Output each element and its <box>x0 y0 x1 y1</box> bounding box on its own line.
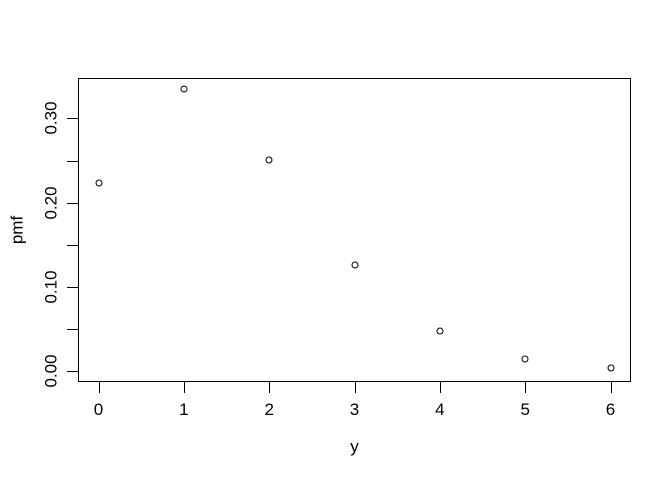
y-axis-tick <box>67 328 78 330</box>
data-point <box>95 179 102 187</box>
y-axis-tick <box>67 286 78 288</box>
data-point <box>436 327 444 335</box>
x-axis-tick <box>354 382 356 393</box>
x-axis-tick <box>269 382 271 393</box>
data-point <box>521 355 529 363</box>
y-axis-tick <box>67 160 78 162</box>
y-axis-tick-label: 0.10 <box>41 270 61 304</box>
x-axis-tick-label: 5 <box>520 400 530 419</box>
x-axis-tick <box>439 382 441 393</box>
plot-area <box>78 78 631 382</box>
data-point <box>607 364 614 372</box>
x-axis-tick <box>183 382 185 393</box>
x-axis-tick-label: 3 <box>349 400 360 419</box>
x-axis-tick-label: 1 <box>179 400 189 419</box>
y-axis-tick-label: 0.30 <box>41 101 61 135</box>
x-axis-tick-label: 4 <box>435 400 445 419</box>
data-point <box>265 156 273 164</box>
y-axis-title: pmf <box>7 215 27 245</box>
x-axis-tick-label: 0 <box>93 400 104 419</box>
data-point <box>351 261 358 269</box>
y-axis-tick <box>67 370 78 372</box>
x-axis-tick <box>525 382 527 393</box>
y-axis-tick <box>67 118 78 120</box>
y-axis-tick-label: 0.20 <box>41 185 61 220</box>
x-axis-tick-label: 2 <box>264 400 274 419</box>
x-axis-tick <box>98 382 100 393</box>
y-axis-tick <box>67 244 78 246</box>
data-point <box>180 85 188 93</box>
y-axis-tick <box>67 202 78 204</box>
x-axis-tick-label: 6 <box>605 400 616 419</box>
y-axis-tick-label: 0.00 <box>41 354 61 388</box>
x-axis-tick <box>610 382 612 393</box>
x-axis-title: y <box>350 437 359 456</box>
